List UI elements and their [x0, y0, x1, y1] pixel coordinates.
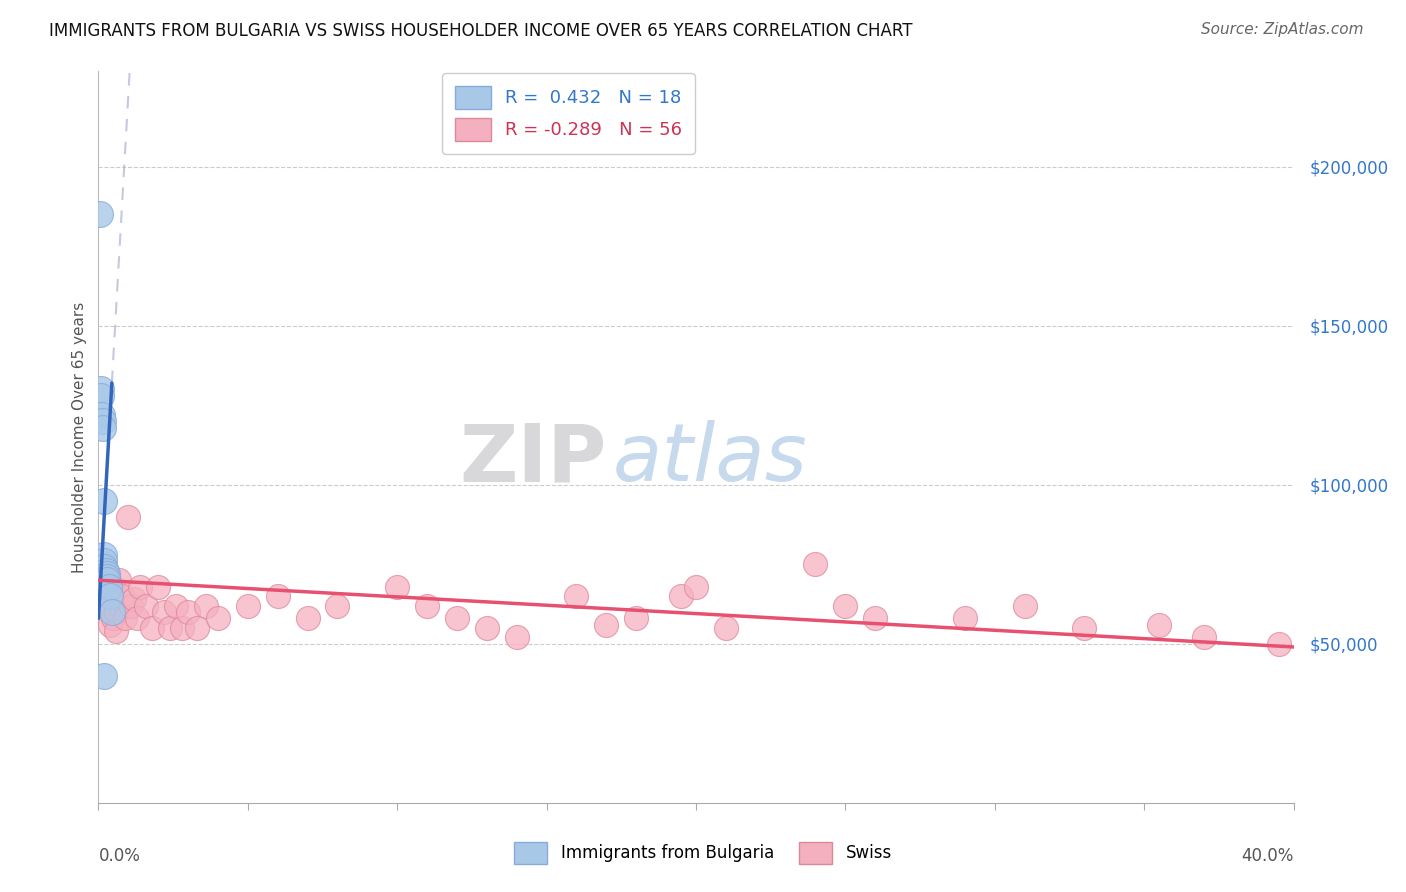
- Point: [93, 554, 115, 568]
- Point: [865, 611, 887, 625]
- Point: [804, 558, 827, 572]
- Point: [96, 570, 118, 584]
- Point: [93, 668, 115, 682]
- Point: [129, 580, 152, 594]
- Point: [93, 493, 115, 508]
- Point: [626, 611, 648, 625]
- Point: [172, 621, 194, 635]
- Point: [93, 558, 115, 572]
- Point: [326, 599, 349, 613]
- Point: [96, 573, 118, 587]
- Y-axis label: Householder Income Over 65 years: Householder Income Over 65 years: [72, 301, 87, 573]
- Point: [1073, 621, 1095, 635]
- Point: [103, 611, 125, 625]
- Point: [98, 580, 122, 594]
- Point: [165, 599, 187, 613]
- Point: [207, 611, 229, 625]
- Point: [186, 621, 208, 635]
- Point: [177, 605, 200, 619]
- Legend: R =  0.432   N = 18, R = -0.289   N = 56: R = 0.432 N = 18, R = -0.289 N = 56: [441, 73, 695, 153]
- Text: 0.0%: 0.0%: [98, 847, 141, 864]
- Point: [96, 573, 118, 587]
- Point: [1267, 637, 1289, 651]
- Point: [94, 564, 117, 578]
- Point: [98, 589, 122, 603]
- Point: [1147, 617, 1170, 632]
- Point: [834, 599, 856, 613]
- Point: [98, 599, 122, 613]
- Point: [446, 611, 468, 625]
- Point: [475, 621, 498, 635]
- Point: [96, 599, 118, 613]
- Point: [117, 509, 139, 524]
- Point: [91, 408, 114, 422]
- Point: [148, 580, 170, 594]
- Point: [714, 621, 737, 635]
- Point: [114, 611, 136, 625]
- Point: [97, 580, 120, 594]
- Point: [90, 566, 112, 581]
- Point: [1014, 599, 1036, 613]
- Point: [93, 560, 115, 574]
- Text: atlas: atlas: [613, 420, 807, 498]
- Point: [91, 414, 114, 428]
- Point: [953, 611, 976, 625]
- Point: [111, 589, 134, 603]
- Point: [127, 611, 149, 625]
- Point: [105, 605, 128, 619]
- Point: [153, 605, 176, 619]
- Text: 40.0%: 40.0%: [1241, 847, 1294, 864]
- Point: [565, 589, 588, 603]
- Point: [595, 617, 617, 632]
- Point: [98, 617, 122, 632]
- Point: [159, 621, 181, 635]
- Point: [93, 548, 115, 562]
- Point: [685, 580, 707, 594]
- Text: IMMIGRANTS FROM BULGARIA VS SWISS HOUSEHOLDER INCOME OVER 65 YEARS CORRELATION C: IMMIGRANTS FROM BULGARIA VS SWISS HOUSEH…: [49, 22, 912, 40]
- Legend: Immigrants from Bulgaria, Swiss: Immigrants from Bulgaria, Swiss: [508, 836, 898, 871]
- Point: [135, 599, 157, 613]
- Text: Source: ZipAtlas.com: Source: ZipAtlas.com: [1201, 22, 1364, 37]
- Point: [124, 592, 146, 607]
- Point: [93, 589, 115, 603]
- Point: [669, 589, 692, 603]
- Point: [120, 599, 142, 613]
- Point: [416, 599, 439, 613]
- Point: [91, 420, 114, 434]
- Point: [506, 631, 529, 645]
- Point: [89, 207, 111, 221]
- Point: [141, 621, 163, 635]
- Point: [236, 599, 259, 613]
- Point: [103, 580, 125, 594]
- Point: [195, 599, 218, 613]
- Point: [90, 589, 112, 603]
- Point: [96, 566, 118, 581]
- Point: [105, 624, 128, 638]
- Text: ZIP: ZIP: [460, 420, 606, 498]
- Point: [90, 383, 112, 397]
- Point: [267, 589, 290, 603]
- Point: [101, 605, 124, 619]
- Point: [1192, 631, 1215, 645]
- Point: [90, 389, 112, 403]
- Point: [297, 611, 319, 625]
- Point: [385, 580, 409, 594]
- Point: [108, 573, 131, 587]
